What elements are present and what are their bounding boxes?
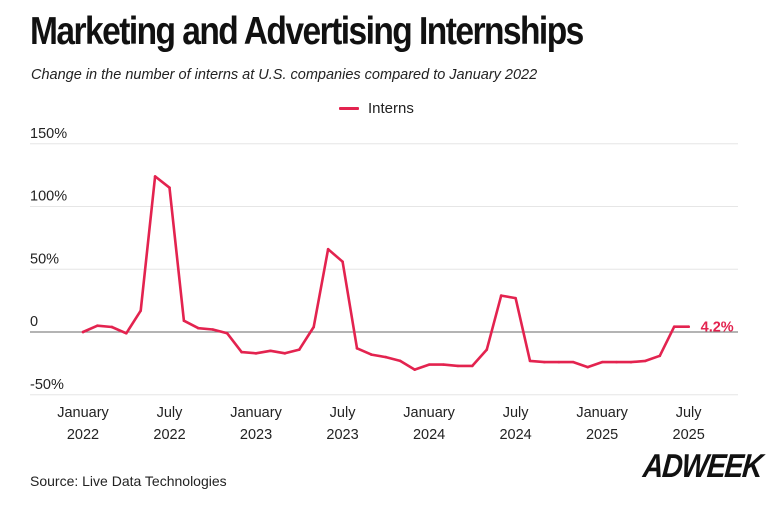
data-point bbox=[81, 330, 85, 334]
data-point bbox=[254, 352, 258, 355]
x-tick-label: July bbox=[330, 405, 357, 421]
data-point bbox=[499, 294, 503, 297]
y-tick-label: 150% bbox=[30, 126, 67, 142]
data-point bbox=[456, 364, 460, 368]
data-point bbox=[413, 368, 416, 371]
data-point bbox=[110, 325, 114, 329]
data-point bbox=[557, 360, 561, 364]
data-point bbox=[312, 325, 316, 329]
data-point bbox=[153, 175, 157, 178]
data-point bbox=[644, 359, 647, 363]
data-point bbox=[326, 247, 330, 251]
x-tick-label: 2025 bbox=[586, 427, 618, 443]
x-tick-label: 2024 bbox=[413, 427, 445, 443]
x-tick-label: 2024 bbox=[499, 427, 531, 443]
data-point bbox=[182, 319, 186, 323]
data-point bbox=[168, 186, 171, 189]
y-tick-label: -50% bbox=[30, 377, 64, 393]
data-point bbox=[672, 325, 676, 329]
x-tick-label: 2025 bbox=[673, 427, 705, 443]
x-tick-label: January bbox=[230, 405, 282, 421]
data-point bbox=[586, 365, 589, 369]
data-point bbox=[528, 359, 532, 363]
data-point bbox=[341, 260, 344, 264]
chart-subtitle: Change in the number of interns at U.S. … bbox=[31, 67, 538, 83]
legend-label: Interns bbox=[368, 100, 414, 117]
data-point bbox=[485, 348, 489, 351]
data-point bbox=[139, 309, 142, 312]
x-tick-label: 2023 bbox=[240, 427, 272, 443]
data-point bbox=[240, 350, 243, 354]
data-point bbox=[398, 359, 402, 363]
x-tick-label: July bbox=[676, 405, 703, 421]
data-point bbox=[124, 331, 128, 335]
data-point bbox=[355, 347, 359, 350]
data-point bbox=[687, 325, 690, 329]
source-note: Source: Live Data Technologies bbox=[30, 473, 227, 489]
data-point bbox=[197, 326, 200, 330]
data-point bbox=[211, 328, 215, 331]
end-value-label: 4.2% bbox=[701, 320, 734, 336]
data-point bbox=[471, 364, 474, 368]
chart-title: Marketing and Advertising Internships bbox=[30, 10, 584, 53]
x-tick-label: January bbox=[403, 405, 455, 421]
x-tick-label: 2023 bbox=[326, 427, 358, 443]
legend-swatch bbox=[339, 107, 359, 110]
data-point bbox=[543, 360, 546, 364]
x-tick-label: January bbox=[576, 405, 628, 421]
series-line-interns bbox=[81, 175, 690, 371]
data-point bbox=[629, 360, 633, 364]
data-point bbox=[269, 349, 272, 353]
data-point bbox=[225, 331, 229, 335]
x-tick-label: 2022 bbox=[67, 427, 99, 443]
y-tick-label: 0 bbox=[30, 314, 38, 330]
data-point bbox=[370, 353, 373, 356]
y-tick-label: 100% bbox=[30, 189, 67, 205]
y-tick-label: 50% bbox=[30, 251, 59, 267]
data-point bbox=[514, 296, 517, 300]
data-point bbox=[384, 355, 388, 359]
adweek-logo: ADWEEK bbox=[641, 447, 764, 484]
x-tick-label: July bbox=[157, 405, 184, 421]
data-point bbox=[298, 348, 301, 351]
data-point bbox=[96, 324, 99, 328]
legend: Interns bbox=[339, 100, 414, 117]
data-point bbox=[427, 363, 431, 366]
x-tick-label: January bbox=[57, 405, 109, 421]
data-point bbox=[442, 363, 445, 366]
x-tick-label: 2022 bbox=[153, 427, 185, 443]
data-point bbox=[571, 360, 575, 364]
x-tick-label: July bbox=[503, 405, 530, 421]
data-point bbox=[283, 352, 287, 355]
data-point bbox=[615, 360, 618, 364]
data-point bbox=[600, 360, 604, 364]
data-point bbox=[658, 354, 662, 358]
